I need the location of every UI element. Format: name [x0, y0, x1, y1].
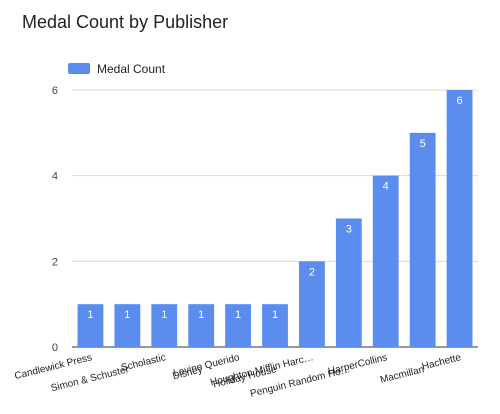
bar [225, 304, 252, 347]
data-label: 4 [383, 181, 389, 193]
x-tick-label: Macmillan [379, 364, 425, 386]
bar [188, 304, 215, 347]
y-tick-label: 6 [52, 85, 58, 97]
y-tick-label: 4 [52, 171, 58, 183]
data-label: 5 [420, 138, 426, 150]
legend-swatch [68, 63, 90, 74]
x-tick-label: Scholastic [120, 352, 167, 374]
y-tick-label: 0 [52, 342, 58, 354]
y-tick-label: 2 [52, 256, 58, 268]
x-tick-label: HarperCollins [327, 352, 388, 377]
bar [114, 304, 141, 347]
data-label: 1 [198, 309, 204, 321]
data-label: 1 [87, 309, 93, 321]
bar [298, 261, 325, 347]
data-labels: 1 1 1 1 1 1 2 3 4 5 6 [87, 95, 462, 321]
chart-title: Medal Count by Publisher [22, 12, 228, 32]
bar [151, 304, 178, 347]
bar [409, 132, 436, 347]
bar [262, 304, 288, 347]
y-axis-ticks: 0 2 4 6 [52, 85, 58, 354]
data-label: 2 [309, 266, 315, 278]
legend: Medal Count [68, 62, 166, 76]
data-label: 3 [346, 224, 352, 236]
data-label: 1 [272, 309, 278, 321]
bar [335, 218, 362, 347]
bars [77, 90, 473, 347]
data-label: 1 [235, 309, 241, 321]
bar [77, 304, 104, 347]
data-label: 6 [456, 95, 462, 107]
bar [372, 175, 399, 347]
x-tick-label: Hachette [421, 352, 463, 372]
legend-label: Medal Count [97, 62, 166, 76]
data-label: 1 [161, 309, 167, 321]
bar [446, 90, 473, 347]
data-label: 1 [124, 309, 130, 321]
